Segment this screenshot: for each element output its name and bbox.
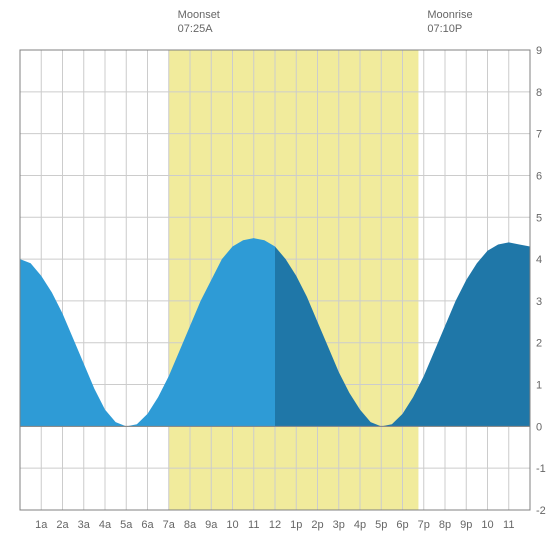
x-tick-label: 5p xyxy=(375,519,387,531)
x-tick-label: 8p xyxy=(439,519,451,531)
moonset-time: 07:25A xyxy=(178,23,214,35)
x-tick-label: 7p xyxy=(418,519,430,531)
y-tick-label: -2 xyxy=(536,505,546,517)
x-tick-label: 11 xyxy=(503,519,514,531)
y-tick-label: 4 xyxy=(536,254,542,266)
x-tick-label: 7a xyxy=(163,519,176,531)
y-tick-label: 1 xyxy=(536,380,542,392)
y-tick-label: 6 xyxy=(536,170,542,182)
x-tick-label: 8a xyxy=(184,519,197,531)
y-tick-label: 8 xyxy=(536,87,542,99)
moonset-label: Moonset xyxy=(178,9,220,21)
y-tick-label: 2 xyxy=(536,338,542,350)
moonrise-time: 07:10P xyxy=(427,23,462,35)
x-tick-label: 10 xyxy=(481,519,493,531)
x-tick-label: 2p xyxy=(311,519,323,531)
y-tick-label: 3 xyxy=(536,296,542,308)
y-tick-label: 5 xyxy=(536,212,542,224)
y-tick-label: 9 xyxy=(536,45,542,57)
x-tick-label: 3p xyxy=(333,519,345,531)
x-tick-label: 5a xyxy=(120,519,133,531)
x-tick-label: 3a xyxy=(78,519,91,531)
tide-chart: -2-101234567891a2a3a4a5a6a7a8a9a1011121p… xyxy=(0,0,550,550)
x-tick-label: 6p xyxy=(396,519,408,531)
y-tick-label: 0 xyxy=(536,421,542,433)
x-tick-label: 4p xyxy=(354,519,366,531)
x-tick-label: 1a xyxy=(35,519,48,531)
x-tick-label: 9p xyxy=(460,519,472,531)
x-tick-label: 11 xyxy=(248,519,259,531)
x-tick-label: 4a xyxy=(99,519,112,531)
y-tick-label: -1 xyxy=(536,463,546,475)
y-tick-label: 7 xyxy=(536,129,542,141)
x-tick-label: 1p xyxy=(290,519,302,531)
x-tick-label: 9a xyxy=(205,519,218,531)
x-tick-label: 12 xyxy=(269,519,281,531)
x-tick-label: 6a xyxy=(141,519,154,531)
x-tick-label: 2a xyxy=(56,519,69,531)
moonrise-label: Moonrise xyxy=(427,9,472,21)
x-tick-label: 10 xyxy=(226,519,238,531)
